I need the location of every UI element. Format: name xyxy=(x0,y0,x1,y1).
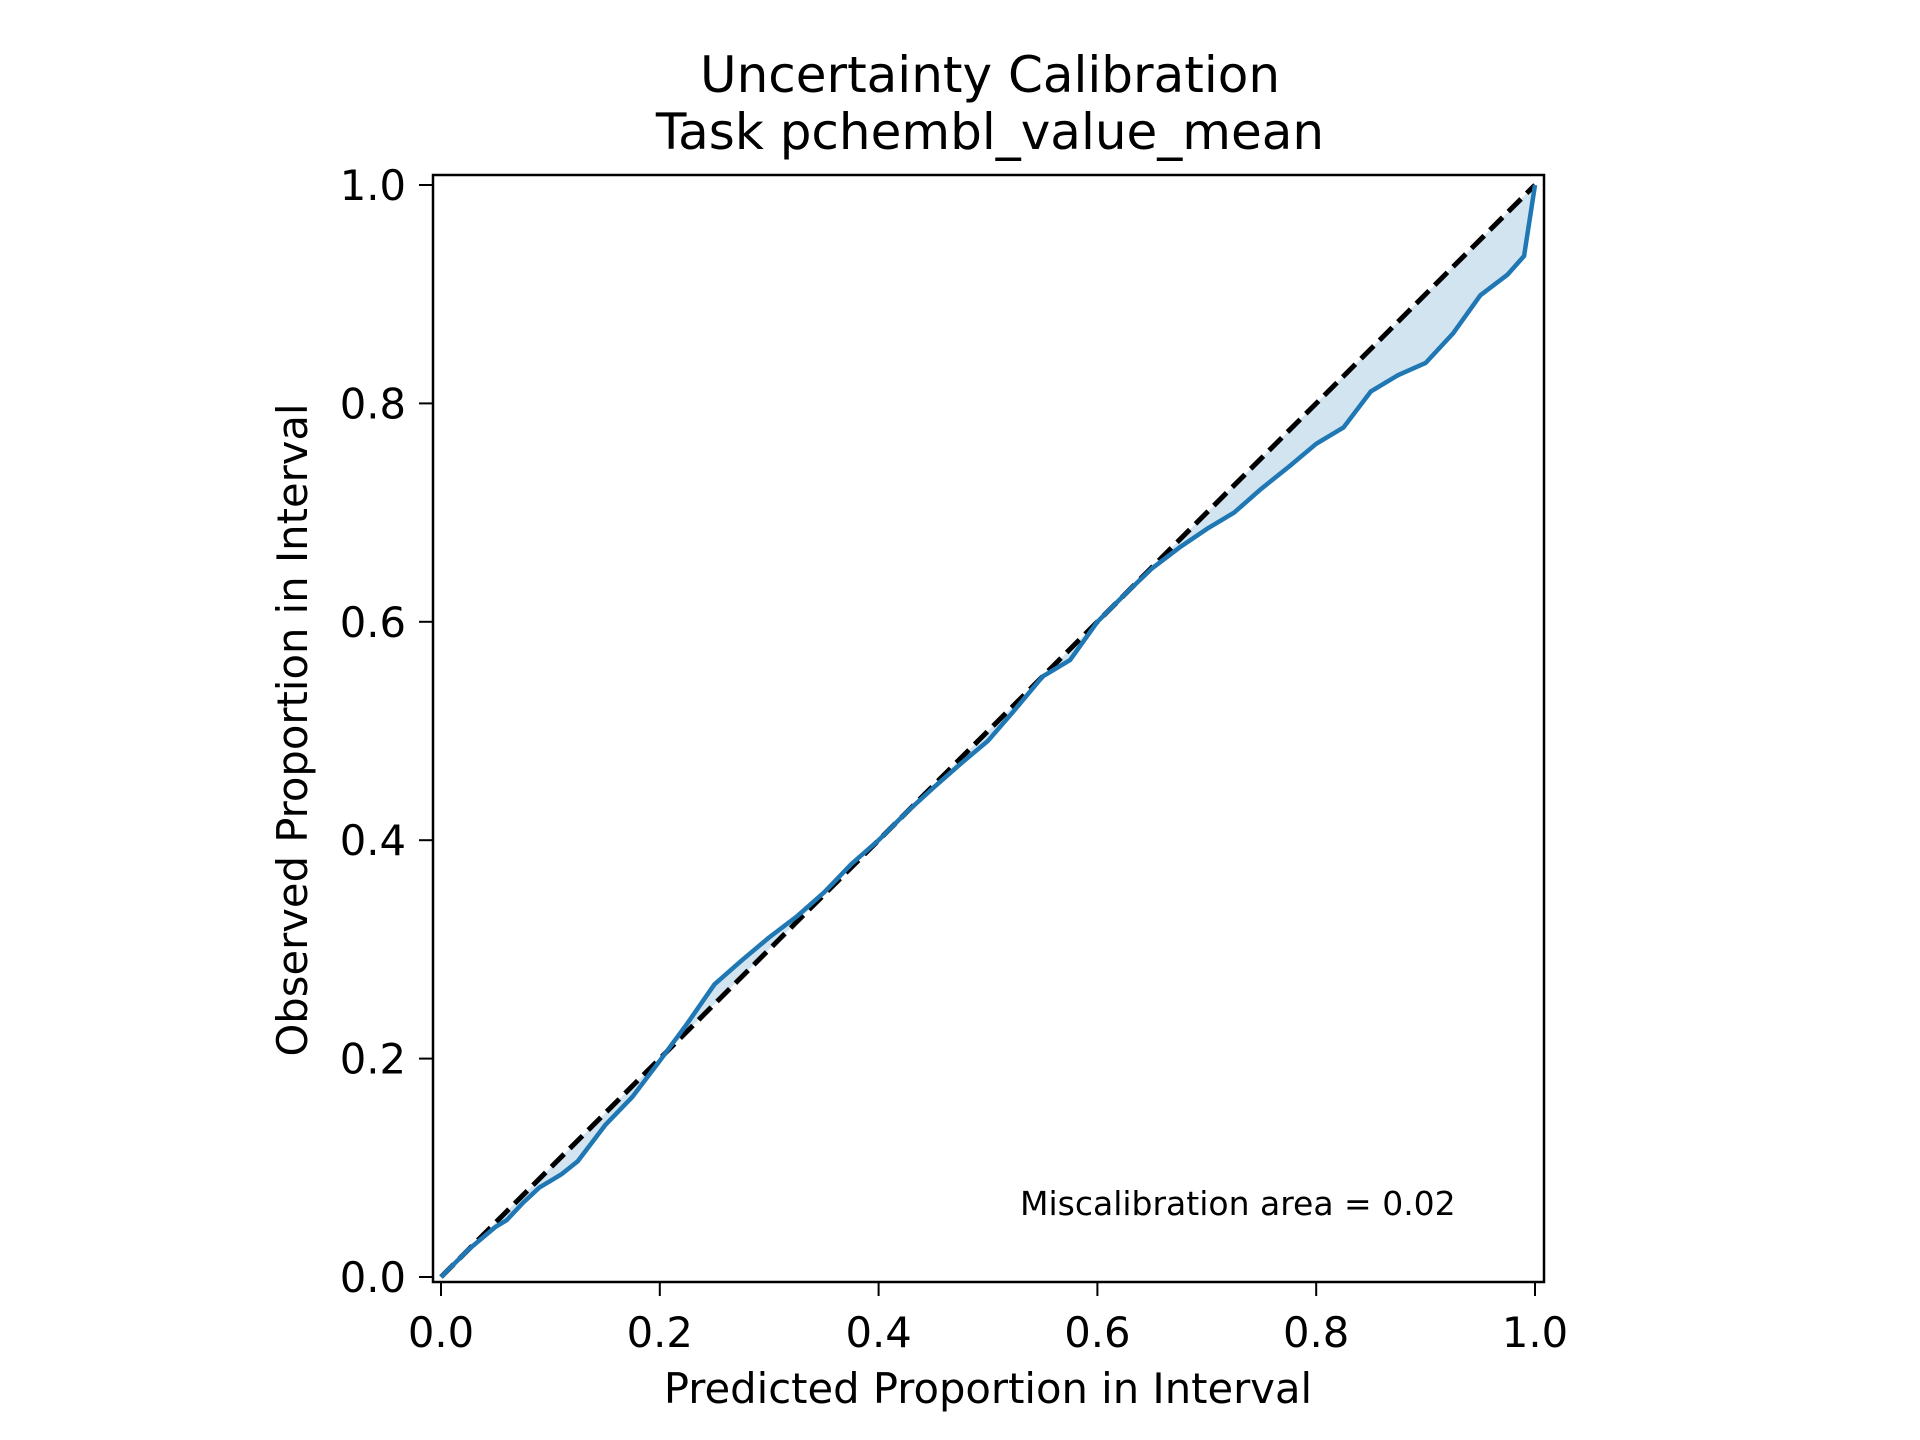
y-tick-label: 0.6 xyxy=(340,598,406,647)
x-tick-label: 0.6 xyxy=(1064,1308,1130,1357)
x-tick-label: 0.2 xyxy=(627,1308,693,1357)
y-tick-label: 0.8 xyxy=(340,379,406,428)
miscalibration-annotation: Miscalibration area = 0.02 xyxy=(1020,1184,1456,1223)
y-axis-label: Observed Proportion in Interval xyxy=(268,403,317,1056)
chart-subtitle: Task pchembl_value_mean xyxy=(655,103,1324,161)
x-axis-label: Predicted Proportion in Interval xyxy=(664,1364,1312,1413)
x-tick-label: 0.0 xyxy=(408,1308,474,1357)
x-tick-label: 0.4 xyxy=(845,1308,911,1357)
y-tick-label: 0.2 xyxy=(340,1035,406,1084)
chart-title: Uncertainty Calibration xyxy=(700,46,1280,104)
y-tick-label: 0.4 xyxy=(340,816,406,865)
x-tick-label: 0.8 xyxy=(1283,1308,1349,1357)
y-tick-label: 1.0 xyxy=(340,161,406,210)
y-tick-label: 0.0 xyxy=(340,1253,406,1302)
ideal-calibration-line xyxy=(439,183,1537,1279)
calibration-curve xyxy=(439,184,1538,1279)
axes-frame xyxy=(431,173,1546,1284)
x-tick-label: 1.0 xyxy=(1502,1308,1568,1357)
